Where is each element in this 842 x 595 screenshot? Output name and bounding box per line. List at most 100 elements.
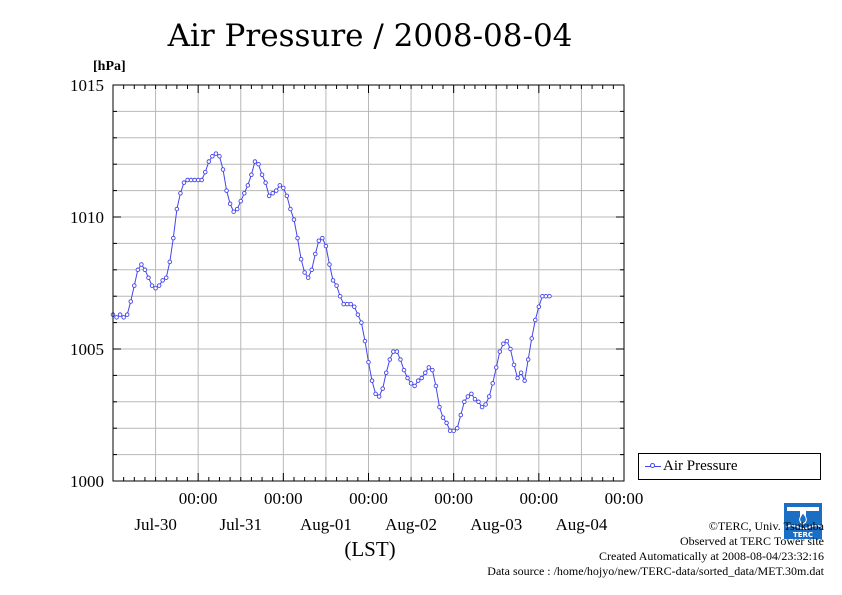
series-air-pressure (110, 151, 552, 434)
data-point (298, 256, 304, 262)
x-tick-time-label: 00:00 (179, 489, 218, 508)
data-point (114, 315, 119, 320)
data-point (352, 304, 357, 310)
data-point (412, 383, 417, 389)
terc-logo-icon: TERC (784, 503, 822, 539)
credits-created: Created Automatically at 2008-08-04/23:3… (599, 549, 824, 563)
x-axis-label: (LST) (344, 537, 395, 561)
data-point (472, 396, 478, 402)
data-point (533, 317, 538, 323)
data-point (117, 312, 123, 317)
logo-text: TERC (793, 531, 813, 539)
data-point (185, 177, 190, 183)
data-point (203, 169, 208, 175)
y-axis-label: [hPa] (93, 59, 126, 74)
data-point (160, 278, 165, 283)
data-point (213, 151, 219, 156)
data-point (245, 183, 251, 188)
data-point (231, 209, 236, 214)
data-point (508, 346, 513, 352)
grid (113, 85, 624, 481)
data-point (423, 370, 428, 376)
data-point (543, 293, 549, 299)
data-point (355, 312, 361, 317)
data-point (465, 394, 471, 399)
data-point (330, 278, 336, 283)
data-point (281, 185, 286, 191)
data-point (373, 391, 378, 397)
data-point (192, 177, 197, 183)
data-point (383, 370, 389, 376)
data-point (139, 262, 144, 267)
data-point (178, 190, 183, 196)
data-point (309, 267, 314, 273)
x-tick-date-label: Aug-02 (385, 515, 437, 534)
y-tick-label: 1005 (70, 340, 104, 359)
credits-observed: Observed at TERC Tower site (679, 534, 824, 548)
data-point (529, 336, 534, 341)
credits-copyright: ©TERC, Univ. Tsukuba (708, 519, 824, 533)
data-point (515, 375, 520, 381)
data-point (334, 283, 339, 288)
x-tick-time-label: 00:00 (519, 489, 558, 508)
data-point (398, 357, 403, 362)
data-point (518, 370, 524, 376)
data-point (149, 283, 155, 288)
x-tick-date-label: Aug-03 (470, 515, 522, 534)
data-point (128, 299, 133, 304)
data-point (263, 180, 268, 185)
x-tick-date-label: Aug-01 (300, 515, 352, 534)
data-point (142, 267, 148, 273)
data-point (426, 365, 432, 370)
data-point (540, 293, 545, 299)
data-point (405, 375, 410, 381)
data-point (206, 159, 212, 164)
data-point (284, 193, 290, 199)
data-point (369, 378, 375, 383)
x-tick-time-label: 00:00 (605, 489, 644, 508)
data-point (316, 238, 322, 244)
data-point (259, 172, 265, 178)
data-point (341, 301, 346, 307)
data-point (380, 386, 385, 391)
data-point (174, 206, 180, 212)
data-point (121, 315, 126, 320)
data-point (291, 217, 297, 222)
x-tick-date-label: Jul-30 (134, 515, 177, 534)
data-point (479, 404, 485, 410)
data-point (408, 381, 414, 386)
data-point (288, 206, 293, 212)
data-point (391, 349, 396, 354)
data-point (547, 293, 552, 299)
data-point (494, 365, 499, 370)
data-point (124, 312, 130, 317)
data-point (454, 425, 460, 431)
data-point (469, 391, 474, 397)
data-point (348, 301, 354, 307)
data-point (277, 183, 283, 188)
data-point (451, 428, 456, 434)
data-point (217, 154, 222, 159)
data-point (199, 177, 204, 183)
legend-dot-marker (650, 463, 655, 468)
data-point (220, 167, 226, 172)
x-tick-date-label: Aug-04 (555, 515, 607, 534)
data-point (511, 362, 517, 368)
data-point (146, 275, 151, 280)
data-point (415, 378, 421, 383)
data-point (522, 378, 527, 383)
data-point (256, 161, 261, 167)
data-point (476, 399, 481, 405)
series-line (112, 152, 550, 432)
data-point (337, 293, 343, 299)
data-point (401, 367, 407, 373)
data-point (273, 188, 279, 193)
data-point (249, 172, 254, 178)
data-point (227, 201, 233, 207)
data-point (497, 349, 503, 354)
data-point (188, 177, 194, 183)
x-tick-time-label: 00:00 (349, 489, 388, 508)
data-point (501, 341, 506, 346)
data-point (195, 177, 201, 183)
axes: 100010051010101500:00Jul-3000:00Jul-3100… (70, 76, 643, 534)
